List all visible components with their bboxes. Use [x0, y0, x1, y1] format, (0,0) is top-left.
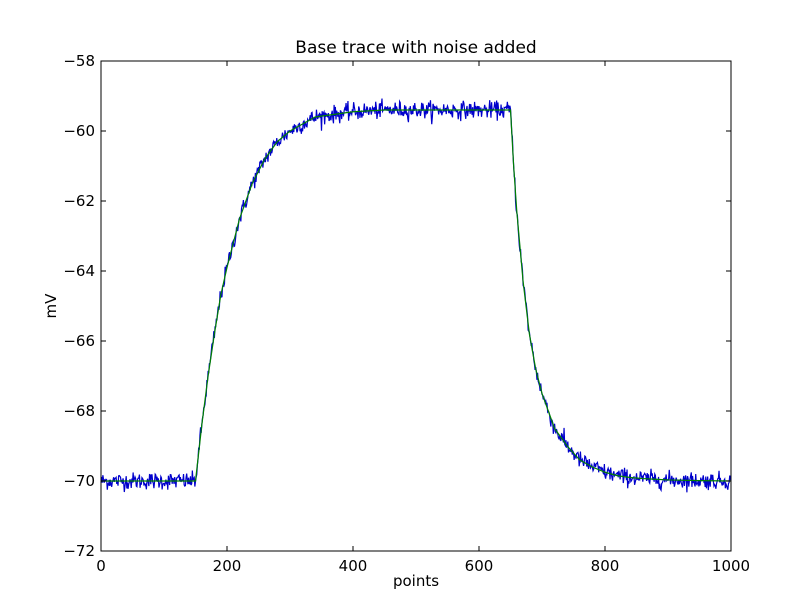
y-tick-label: −68	[63, 402, 95, 420]
x-tick-label: 1000	[712, 557, 750, 575]
x-axis-label: points	[393, 572, 439, 590]
y-axis-label: mV	[42, 293, 60, 319]
x-tick-label: 200	[213, 557, 242, 575]
y-tick-label: −66	[63, 332, 95, 350]
x-tick-label: 0	[96, 557, 106, 575]
x-tick-label: 800	[591, 557, 620, 575]
y-tick-label: −60	[63, 122, 95, 140]
plot-area	[101, 61, 731, 551]
y-tick-label: −72	[63, 542, 95, 560]
series-layer	[100, 98, 732, 493]
series-line-2	[101, 109, 732, 482]
y-tick-label: −64	[63, 262, 95, 280]
x-tick-label: 600	[465, 557, 494, 575]
chart-title: Base trace with noise added	[295, 38, 536, 58]
y-tick-label: −58	[63, 52, 95, 70]
y-tick-label: −62	[63, 192, 95, 210]
plot-frame	[100, 60, 732, 552]
ticks-layer: 0 200 400 600 800 1000 −72 −70 −68 −66 −64 −62 −60 −5…	[63, 52, 750, 575]
y-tick-label: −70	[63, 472, 95, 490]
x-tick-label: 400	[339, 557, 368, 575]
